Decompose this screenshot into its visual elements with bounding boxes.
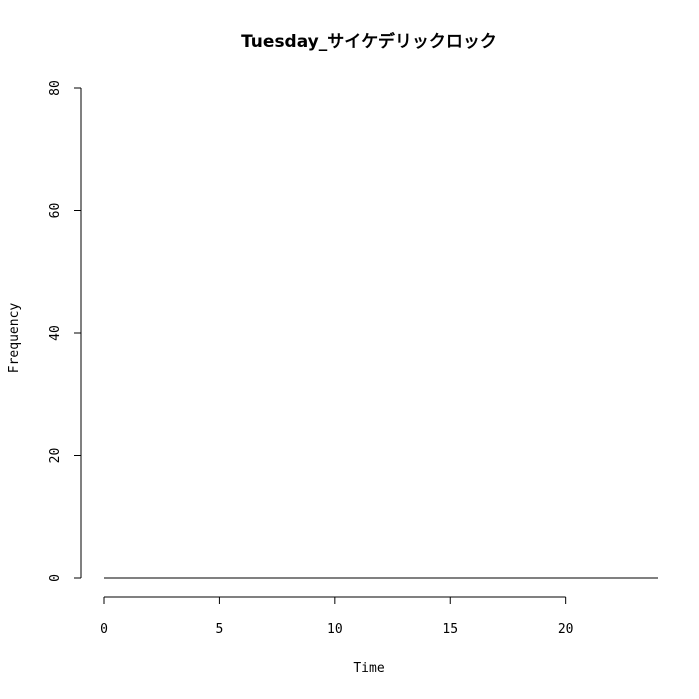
x-tick-label: 15 — [442, 622, 458, 637]
y-axis-label: Frequency — [7, 303, 22, 374]
y-tick-label: 20 — [48, 448, 63, 464]
x-axis-label: Time — [353, 661, 384, 676]
chart-title: Tuesday_サイケデリックロック — [241, 31, 497, 52]
x-tick-label: 20 — [558, 622, 574, 637]
x-tick-label: 10 — [327, 622, 343, 637]
y-tick-label: 80 — [48, 80, 63, 96]
y-axis: 0 20 40 60 80 — [48, 80, 82, 582]
x-tick-label: 0 — [100, 622, 108, 637]
y-tick-label: 40 — [48, 325, 63, 341]
x-tick-label: 5 — [216, 622, 224, 637]
y-tick-label: 60 — [48, 203, 63, 219]
y-tick-label: 0 — [48, 574, 63, 582]
x-axis: 0 5 10 15 20 — [100, 596, 574, 637]
